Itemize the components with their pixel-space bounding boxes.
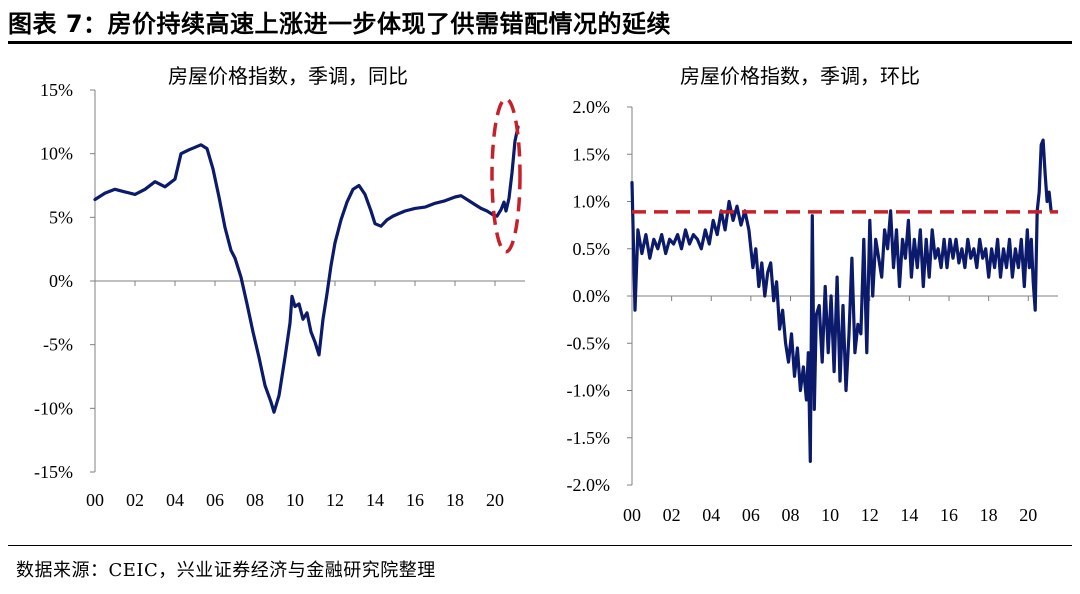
x-tick-label: 16 (940, 505, 958, 525)
y-tick-label: 0.0% (573, 286, 611, 306)
x-tick-label: 00 (86, 490, 104, 510)
x-tick-label: 10 (821, 505, 839, 525)
y-tick-label: 1.5% (573, 144, 611, 164)
source-rule (8, 545, 1072, 546)
x-tick-label: 12 (326, 490, 344, 510)
x-tick-label: 20 (1019, 505, 1037, 525)
chart-yoy: 房屋价格指数，季调，同比 15% 10% 5% 0% -5% -10% -15% 00 02 04 0… (34, 64, 525, 510)
chart-mom: 房屋价格指数，季调，环比 2.0% 1.5% 1.0% 0.5% 0.0% -0.5% -1.… (567, 64, 1058, 525)
x-tick-label: 14 (366, 490, 384, 510)
x-tick-label: 10 (286, 490, 304, 510)
highlight-ellipse (490, 97, 522, 254)
chart-title: 房屋价格指数，季调，环比 (680, 64, 920, 88)
y-tick-label: -10% (34, 398, 73, 418)
x-tick-label: 08 (246, 490, 264, 510)
series-line (630, 138, 1053, 463)
x-tick-label: 00 (623, 505, 641, 525)
x-tick-label: 02 (663, 505, 681, 525)
y-tick-label: 1.0% (573, 192, 611, 212)
x-tick-label: 06 (206, 490, 224, 510)
title-rule (8, 41, 1072, 44)
x-tick-label: 04 (166, 490, 184, 510)
x-tick-label: 02 (126, 490, 144, 510)
x-tick-label: 16 (406, 490, 424, 510)
y-tick-label: -15% (34, 462, 73, 482)
source-note: 数据来源：CEIC，兴业证券经济与金融研究院整理 (16, 560, 436, 581)
x-tick-label: 14 (900, 505, 918, 525)
x-tick-label: 18 (446, 490, 464, 510)
y-tick-label: -1.0% (567, 381, 611, 401)
chart-title: 房屋价格指数，季调，同比 (168, 64, 408, 88)
y-tick-label: 0.5% (573, 239, 611, 259)
x-tick-label: 06 (742, 505, 760, 525)
x-tick-label: 18 (980, 505, 998, 525)
y-tick-label: 0% (49, 271, 73, 291)
y-tick-label: 5% (49, 207, 73, 227)
y-tick-label: 15% (40, 80, 73, 100)
series-line (93, 125, 520, 414)
figure-title: 图表 7：房价持续高速上涨进一步体现了供需错配情况的延续 (8, 10, 672, 38)
y-tick-label: 10% (40, 144, 73, 164)
y-tick-label: -5% (43, 335, 73, 355)
x-tick-label: 12 (861, 505, 879, 525)
x-tick-label: 04 (702, 505, 720, 525)
y-tick-label: -2.0% (567, 475, 611, 495)
y-tick-label: -0.5% (567, 333, 611, 353)
y-tick-label: -1.5% (567, 428, 611, 448)
x-tick-label: 08 (782, 505, 800, 525)
y-tick-label: 2.0% (573, 97, 611, 117)
x-tick-label: 20 (486, 490, 504, 510)
